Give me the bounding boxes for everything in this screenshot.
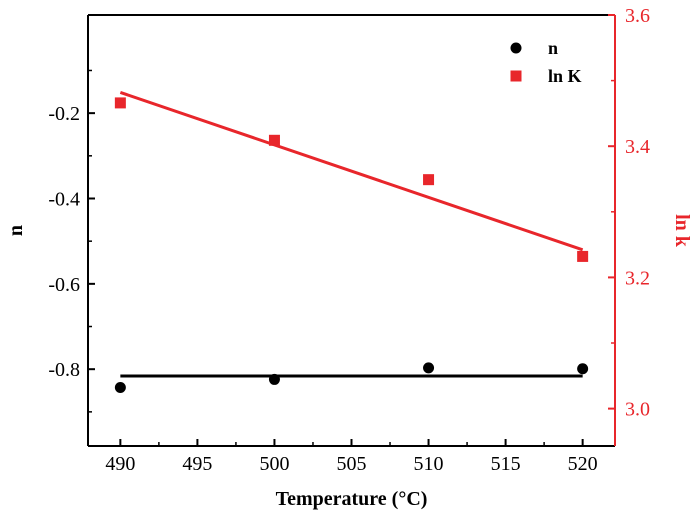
fit-lines (119, 90, 584, 378)
x-axis-label: Temperature (°C) (276, 488, 428, 510)
legend-marker-n (510, 42, 522, 54)
data-point-n (423, 362, 435, 374)
data-point-lnk (114, 97, 126, 109)
left-y-tick-label: -0.4 (48, 188, 80, 210)
data-point-n (268, 373, 280, 385)
x-tick-label: 500 (259, 453, 289, 475)
data-point-n (114, 382, 126, 394)
left-y-axis-label: n (5, 225, 27, 236)
legend-label-lnk: ln K (548, 66, 582, 86)
left-y-tick-label: -0.2 (48, 103, 80, 125)
x-tick-label: 490 (105, 453, 135, 475)
legend: n ln K (510, 38, 582, 86)
right-y-tick-label: 3.2 (625, 267, 650, 289)
fit-line-lnk (119, 90, 584, 252)
right-y-tick-label: 3.6 (625, 5, 650, 27)
data-point-lnk (268, 134, 280, 146)
left-y-tick-label: -0.8 (48, 359, 80, 381)
x-tick-label: 510 (414, 453, 444, 475)
axis-ticks: 490 495 500 505 510 515 520 -0.8 -0.6 -0.4 -0.2 3.0… (48, 5, 650, 475)
plot-frame (87, 14, 616, 447)
x-tick-label: 515 (491, 453, 521, 475)
x-tick-label: 520 (568, 453, 598, 475)
right-y-tick-label: 3.0 (625, 399, 650, 421)
left-y-tick-label: -0.6 (48, 274, 80, 296)
legend-label-n: n (548, 38, 558, 58)
right-y-tick-label: 3.4 (625, 136, 650, 158)
x-tick-label: 505 (337, 453, 367, 475)
x-tick-label: 495 (182, 453, 212, 475)
data-point-lnk (423, 174, 435, 186)
legend-marker-lnk (510, 70, 522, 82)
data-point-n (577, 363, 589, 375)
data-markers (114, 97, 589, 394)
right-y-axis-label: ln k (671, 214, 693, 248)
data-point-lnk (577, 250, 589, 262)
